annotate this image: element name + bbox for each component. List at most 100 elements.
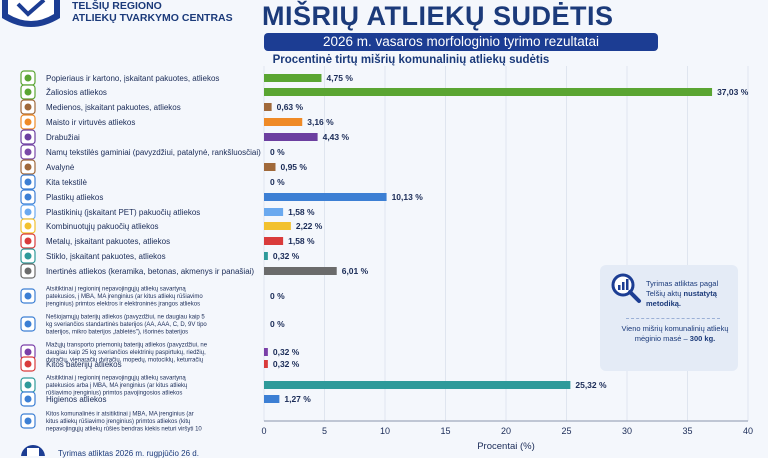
- data-label: 3,16 %: [307, 117, 334, 127]
- towel-icon: [20, 144, 36, 160]
- food-icon: [20, 114, 36, 130]
- bar: [264, 133, 318, 141]
- category-label: Nešiojamųjų baterijų atliekos (pavyzdžiu…: [46, 315, 207, 336]
- info-divider: [626, 318, 720, 319]
- category-label: Drabužiai: [46, 133, 80, 142]
- logo-icon: [2, 0, 60, 27]
- wood-icon: [20, 99, 36, 115]
- x-tick-label: 40: [743, 426, 753, 436]
- category-label: Kombinuotųjų pakuočių atliekos: [46, 222, 159, 231]
- category-label: Avalynė: [46, 163, 75, 172]
- category-label: Medienos, įskaitant pakuotes, atliekos: [46, 103, 181, 112]
- bar: [264, 118, 303, 126]
- org-line-2: ATLIEKŲ TVARKYMO CENTRAS: [72, 12, 233, 24]
- x-tick-label: 10: [380, 426, 390, 436]
- chart-row: Popieriaus ir kartono, įskaitant pakuote…: [20, 70, 353, 86]
- data-label: 0,32 %: [273, 359, 300, 369]
- category-label: Kitos baterijų atliekos: [46, 360, 122, 369]
- page-title: MIŠRIŲ ATLIEKŲ SUDĖTIS: [262, 1, 614, 31]
- chart-title: Procentinė tirtų mišrių komunalinių atli…: [272, 54, 550, 66]
- chart-row: Plastikinių (įskaitant PET) pakuočių atl…: [20, 204, 315, 220]
- chart-row: Kita tekstilė 0 %: [20, 174, 285, 190]
- data-label: 0 %: [270, 147, 285, 157]
- bar: [264, 395, 280, 403]
- data-label: 0,32 %: [273, 347, 300, 357]
- chart-row: Nešiojamųjų baterijų atliekos (pavyzdžiu…: [20, 315, 285, 336]
- category-label: Plastikų atliekos: [46, 193, 103, 202]
- shoe-icon: [20, 159, 36, 175]
- bar: [264, 208, 284, 216]
- chart-row: Atsitiktinai į regioninį nepavojingųjų a…: [20, 376, 607, 397]
- category-label: Atsitiktinai į regioninį nepavojingųjų a…: [46, 287, 203, 308]
- recycle-icon: [20, 356, 36, 372]
- stones-icon: [20, 263, 36, 279]
- chart-row: Mažųjų transporto priemonių baterijų atl…: [20, 343, 300, 364]
- info-text-method: Tyrimas atliktas pagal Telšių aktų nusta…: [646, 279, 719, 308]
- x-tick-label: 0: [261, 426, 266, 436]
- chart-row: Higienos atliekos 1,27 %: [20, 391, 311, 407]
- x-tick-label: 35: [682, 426, 692, 436]
- data-label: 25,32 %: [575, 380, 607, 390]
- bar: [264, 163, 276, 171]
- data-label: 4,75 %: [326, 73, 353, 83]
- data-label: 1,27 %: [284, 394, 311, 404]
- x-tick-label: 30: [622, 426, 632, 436]
- category-label: Maisto ir virtuvės atliekos: [46, 118, 135, 127]
- battery-icon: [20, 316, 36, 332]
- can-icon: [20, 233, 36, 249]
- data-label: 10,13 %: [392, 192, 424, 202]
- scooter-icon: [20, 344, 36, 360]
- data-label: 0 %: [270, 291, 285, 301]
- category-label: Higienos atliekos: [46, 395, 106, 404]
- bottle-icon: [20, 189, 36, 205]
- x-tick-label: 25: [561, 426, 571, 436]
- category-label: Inertinės atliekos (keramika, betonas, a…: [46, 267, 254, 276]
- bar: [264, 348, 268, 356]
- data-label: 2,22 %: [296, 221, 323, 231]
- x-tick-label: 20: [501, 426, 511, 436]
- data-label: 0 %: [270, 177, 285, 187]
- info-text-mass: Vieno mišrių komunalinių atliekų mėginio…: [621, 324, 729, 343]
- diaper-icon: [20, 391, 36, 407]
- data-label: 6,01 %: [342, 266, 369, 276]
- hazard-icon: [20, 377, 36, 393]
- chart-row: Drabužiai 4,43 %: [20, 129, 350, 145]
- chart-row: Kitos komunalinės ir atsitiktinai į MBA,…: [20, 412, 202, 433]
- textile-icon: [20, 174, 36, 190]
- data-label: 0 %: [270, 319, 285, 329]
- bar: [264, 252, 268, 260]
- category-label: Mažųjų transporto priemonių baterijų atl…: [46, 343, 208, 364]
- bar: [264, 267, 337, 275]
- data-label: 37,03 %: [717, 87, 749, 97]
- category-label: Atsitiktinai į regioninį nepavojingųjų a…: [46, 376, 188, 397]
- x-axis-label: Procentai (%): [477, 441, 535, 452]
- chart-row: Atsitiktinai į regioninį nepavojingųjų a…: [20, 287, 285, 308]
- category-label: Namų tekstilės gaminiai (pavyzdžiui, pat…: [46, 148, 261, 157]
- chart-row: Kombinuotųjų pakuočių atliekos 2,22 %: [20, 218, 323, 234]
- footer-note: Tyrimas atliktas 2026 m. rugpjūčio 26 d.: [58, 449, 199, 458]
- carton-icon: [20, 218, 36, 234]
- chart-row: Inertinės atliekos (keramika, betonas, a…: [20, 263, 369, 279]
- category-label: Plastikinių (įskaitant PET) pakuočių atl…: [46, 208, 200, 217]
- bar: [264, 74, 322, 82]
- subtitle-banner: 2026 m. vasaros morfologinio tyrimo rezu…: [264, 33, 658, 51]
- org-line-1: TELŠIŲ REGIONO: [72, 0, 162, 12]
- data-label: 4,43 %: [323, 132, 350, 142]
- bar: [264, 237, 284, 245]
- bar: [264, 193, 387, 201]
- category-label: Kita tekstilė: [46, 178, 87, 187]
- category-label: Popieriaus ir kartono, įskaitant pakuote…: [46, 74, 219, 83]
- chart-row: Medienos, įskaitant pakuotes, atliekos 0,…: [20, 99, 304, 115]
- chart-row: Plastikų atliekos 10,13 %: [20, 189, 424, 205]
- data-label: 1,58 %: [288, 207, 315, 217]
- category-label: Žaliosios atliekos: [46, 88, 107, 97]
- chart-row: Žaliosios atliekos 37,03 %: [20, 84, 749, 100]
- electronics-icon: [20, 288, 36, 304]
- bar: [264, 381, 571, 389]
- data-label: 0,32 %: [273, 251, 300, 261]
- bar: [264, 88, 713, 96]
- glass-icon: [20, 248, 36, 264]
- data-label: 1,58 %: [288, 236, 315, 246]
- magnifier-chart-icon: [611, 273, 641, 303]
